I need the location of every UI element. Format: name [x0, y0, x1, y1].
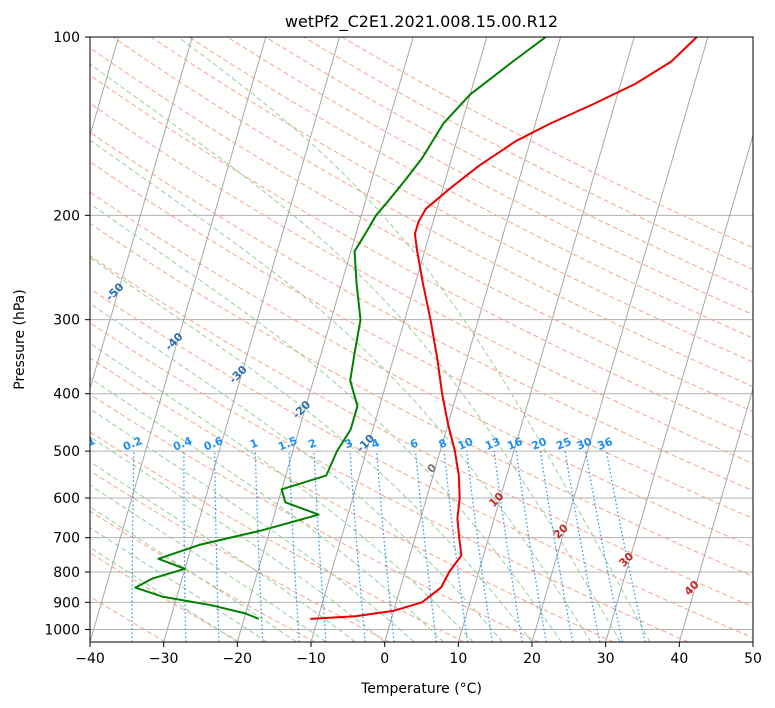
isotherm — [90, 37, 267, 642]
moist-adiabat — [90, 139, 592, 642]
dry-adiabat — [90, 47, 753, 413]
mixing-ratio-line — [414, 451, 437, 642]
dry-adiabat — [90, 255, 753, 608]
dry-adiabat — [90, 357, 614, 642]
y-tick-label: 1000 — [44, 622, 80, 638]
mixing-ratio-line — [466, 451, 493, 642]
moist-adiabat — [90, 526, 268, 642]
moist-adiabats — [90, 37, 651, 642]
mixing-ratio-label: 8 — [437, 436, 449, 451]
temperature-line — [310, 37, 698, 620]
dry-adiabat — [90, 191, 753, 548]
moist-adiabat — [90, 436, 386, 642]
chart-title: wetPf2_C2E1.2021.008.15.00.R12 — [285, 12, 558, 32]
x-axis-label: Temperature (°C) — [360, 681, 482, 697]
moist-adiabat — [90, 484, 326, 642]
mixing-ratio-lines — [131, 450, 646, 642]
mixing-ratio-line — [605, 450, 646, 642]
isotherm — [531, 37, 709, 642]
isotherm — [163, 37, 341, 642]
dry-adiabat — [90, 288, 753, 639]
mixing-ratio-label: 2 — [307, 436, 319, 451]
mixing-ratio-label: 3 — [343, 436, 355, 451]
x-tick-label: 30 — [597, 651, 615, 667]
dry-adiabats — [90, 37, 753, 642]
dry-adiabat — [90, 161, 753, 520]
dry-adiabat — [90, 552, 241, 642]
isotherm — [678, 386, 753, 642]
dry-adiabat — [90, 222, 753, 577]
isotherm — [605, 133, 753, 642]
dry-adiabat — [112, 37, 753, 388]
x-tick-label: −40 — [75, 651, 105, 667]
mixing-ratio-line — [376, 451, 395, 642]
isotherm — [310, 37, 488, 642]
y-tick-label: 100 — [53, 30, 80, 46]
dry-adiabat — [90, 393, 540, 642]
isotherm — [457, 37, 635, 642]
y-tick-label: 300 — [53, 313, 80, 329]
x-tick-label: −20 — [223, 651, 253, 667]
mixing-ratio-label: 0.1 — [74, 434, 97, 453]
y-axis-label: Pressure (hPa) — [12, 289, 28, 389]
mixing-ratio-line — [443, 451, 469, 642]
moist-adiabat — [90, 256, 533, 642]
x-tick-label: 40 — [670, 651, 688, 667]
pressure-gridlines — [90, 37, 753, 630]
x-tick-label: 20 — [523, 651, 541, 667]
y-tick-label: 600 — [53, 491, 80, 507]
y-tick-label: 800 — [53, 565, 80, 581]
mixing-ratio-label: 20 — [530, 435, 549, 453]
plot-frame — [89, 36, 754, 643]
skewed-isotherms — [90, 37, 753, 642]
moist-adiabat — [90, 203, 562, 642]
moist-adiabat — [90, 408, 415, 642]
isotherm — [236, 37, 414, 642]
dry-adiabat — [90, 74, 753, 438]
moist-adiabat — [90, 461, 356, 642]
axes-ticks: −40 −30 −20 −10 0 10 20 30 40 50 100 200 300 400 500 60… — [44, 30, 762, 667]
y-tick-label: 900 — [53, 595, 80, 611]
mixing-ratio-label: 10 — [456, 435, 475, 453]
x-tick-label: −10 — [296, 651, 326, 667]
y-tick-label: 700 — [53, 531, 80, 547]
dry-adiabat — [265, 37, 753, 293]
isotherm — [90, 37, 193, 391]
mixing-ratio-line — [349, 451, 366, 642]
moist-adiabat — [90, 63, 621, 642]
moist-adiabat — [90, 302, 503, 642]
moist-adiabat — [90, 506, 297, 642]
dry-adiabat — [90, 470, 390, 642]
moist-adiabat — [177, 37, 651, 642]
profile-series — [134, 37, 698, 620]
mixing-ratio-label: 36 — [596, 435, 615, 453]
mixing-ratio-label: 16 — [505, 435, 524, 453]
dewpoint-line — [134, 37, 547, 620]
mixing-ratio-line — [564, 450, 601, 642]
mixing-ratio-label: 30 — [575, 435, 594, 453]
x-tick-label: 10 — [449, 651, 467, 667]
plot-area: 0.10.20.40.611.52346810131620253036-100-… — [74, 37, 753, 642]
mixing-ratio-label: 13 — [483, 435, 502, 453]
dry-adiabat — [90, 322, 689, 642]
y-tick-label: 200 — [53, 208, 80, 224]
mixing-ratio-label: 25 — [554, 435, 573, 453]
dry-adiabat — [90, 102, 753, 465]
dry-adiabat — [90, 595, 166, 642]
mixing-ratio-line — [585, 450, 623, 642]
isotherm — [384, 37, 562, 642]
x-tick-label: −30 — [149, 651, 179, 667]
mixing-ratio-line — [493, 451, 523, 642]
y-tick-label: 500 — [53, 444, 80, 460]
moist-adiabat — [90, 342, 474, 642]
x-tick-label: 50 — [744, 651, 762, 667]
x-tick-label: 0 — [380, 651, 389, 667]
y-tick-label: 400 — [53, 387, 80, 403]
mixing-ratio-label: 1 — [248, 436, 260, 451]
